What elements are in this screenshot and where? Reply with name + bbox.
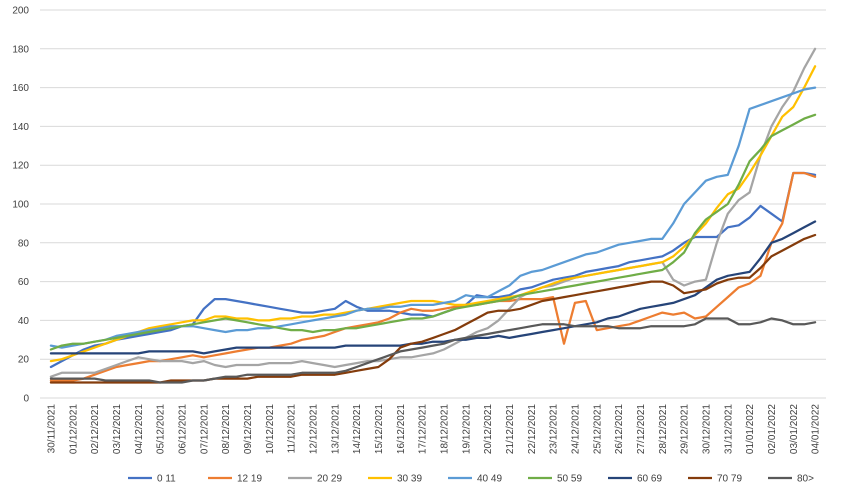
x-tick-label: 21/12/2021	[505, 404, 516, 454]
x-tick-label: 08/12/2021	[221, 404, 232, 454]
x-tick-label: 03/12/2021	[112, 404, 123, 454]
series-line-50-59	[49, 113, 817, 351]
series-line-80	[49, 317, 817, 384]
x-tick-label: 13/12/2021	[330, 404, 341, 454]
y-tick-label: 100	[12, 200, 29, 211]
y-tick-label: 0	[23, 394, 29, 405]
x-tick-label: 29/12/2021	[680, 404, 691, 454]
x-tick-label: 02/12/2021	[90, 404, 101, 454]
x-tick-label: 10/12/2021	[265, 404, 276, 454]
y-tick-label: 200	[12, 6, 29, 17]
x-tick-label: 04/01/2022	[811, 404, 822, 454]
legend-label: 60 69	[637, 474, 662, 485]
x-tick-label: 24/12/2021	[570, 404, 581, 454]
legend-label: 80>	[797, 474, 814, 485]
legend-label: 12 19	[237, 474, 262, 485]
x-tick-label: 20/12/2021	[483, 404, 494, 454]
y-axis-ticks: 0 20 40 60 80 100 120 140 160 180 200	[12, 6, 29, 405]
y-tick-label: 140	[12, 122, 29, 133]
x-tick-label: 04/12/2021	[134, 404, 145, 454]
x-tick-label: 27/12/2021	[636, 404, 647, 454]
x-tick-label: 07/12/2021	[199, 404, 210, 454]
legend-label: 0 11	[157, 474, 176, 485]
x-tick-label: 19/12/2021	[461, 404, 472, 454]
series-lines	[49, 47, 817, 384]
y-tick-label: 160	[12, 83, 29, 94]
x-tick-label: 06/12/2021	[177, 404, 188, 454]
x-tick-label: 05/12/2021	[156, 404, 167, 454]
x-tick-label: 02/01/2022	[767, 404, 778, 454]
series-line-12-19	[49, 171, 817, 382]
series-line-30-39	[49, 65, 817, 363]
legend: 0 11 12 19 20 29 30 39 40 49 50 59 60 69 70 79 8…	[128, 474, 814, 485]
series-line-70-79	[49, 233, 817, 384]
x-tick-label: 31/12/2021	[723, 404, 734, 454]
x-tick-label: 15/12/2021	[374, 404, 385, 454]
legend-label: 20 29	[317, 474, 342, 485]
x-axis-ticks: 30/11/2021 01/12/2021 02/12/2021 03/12/2021…	[46, 404, 821, 454]
legend-label: 70 79	[717, 474, 742, 485]
x-tick-label: 01/01/2022	[745, 404, 756, 454]
x-tick-label: 28/12/2021	[658, 404, 669, 454]
y-tick-label: 120	[12, 161, 29, 172]
x-tick-label: 01/12/2021	[68, 404, 79, 454]
y-tick-label: 80	[18, 238, 30, 249]
gridlines	[40, 9, 826, 399]
x-tick-label: 11/12/2021	[287, 404, 298, 454]
x-tick-label: 18/12/2021	[439, 404, 450, 454]
legend-label: 40 49	[477, 474, 502, 485]
x-tick-label: 25/12/2021	[592, 404, 603, 454]
x-tick-label: 17/12/2021	[418, 404, 429, 454]
x-tick-label: 30/12/2021	[701, 404, 712, 454]
x-tick-label: 12/12/2021	[308, 404, 319, 454]
legend-label: 30 39	[397, 474, 422, 485]
x-tick-label: 26/12/2021	[614, 404, 625, 454]
x-tick-label: 23/12/2021	[549, 404, 560, 454]
legend-label: 50 59	[557, 474, 582, 485]
x-tick-label: 22/12/2021	[527, 404, 538, 454]
y-tick-label: 40	[18, 316, 30, 327]
x-tick-label: 30/11/2021	[46, 404, 57, 454]
y-tick-label: 180	[12, 44, 29, 55]
y-tick-label: 60	[18, 277, 30, 288]
x-tick-label: 14/12/2021	[352, 404, 363, 454]
x-tick-label: 16/12/2021	[396, 404, 407, 454]
series-line-20-29	[49, 47, 817, 378]
x-tick-label: 09/12/2021	[243, 404, 254, 454]
y-tick-label: 20	[18, 355, 30, 366]
x-tick-label: 03/01/2022	[789, 404, 800, 454]
series-line-60-69	[49, 220, 817, 355]
